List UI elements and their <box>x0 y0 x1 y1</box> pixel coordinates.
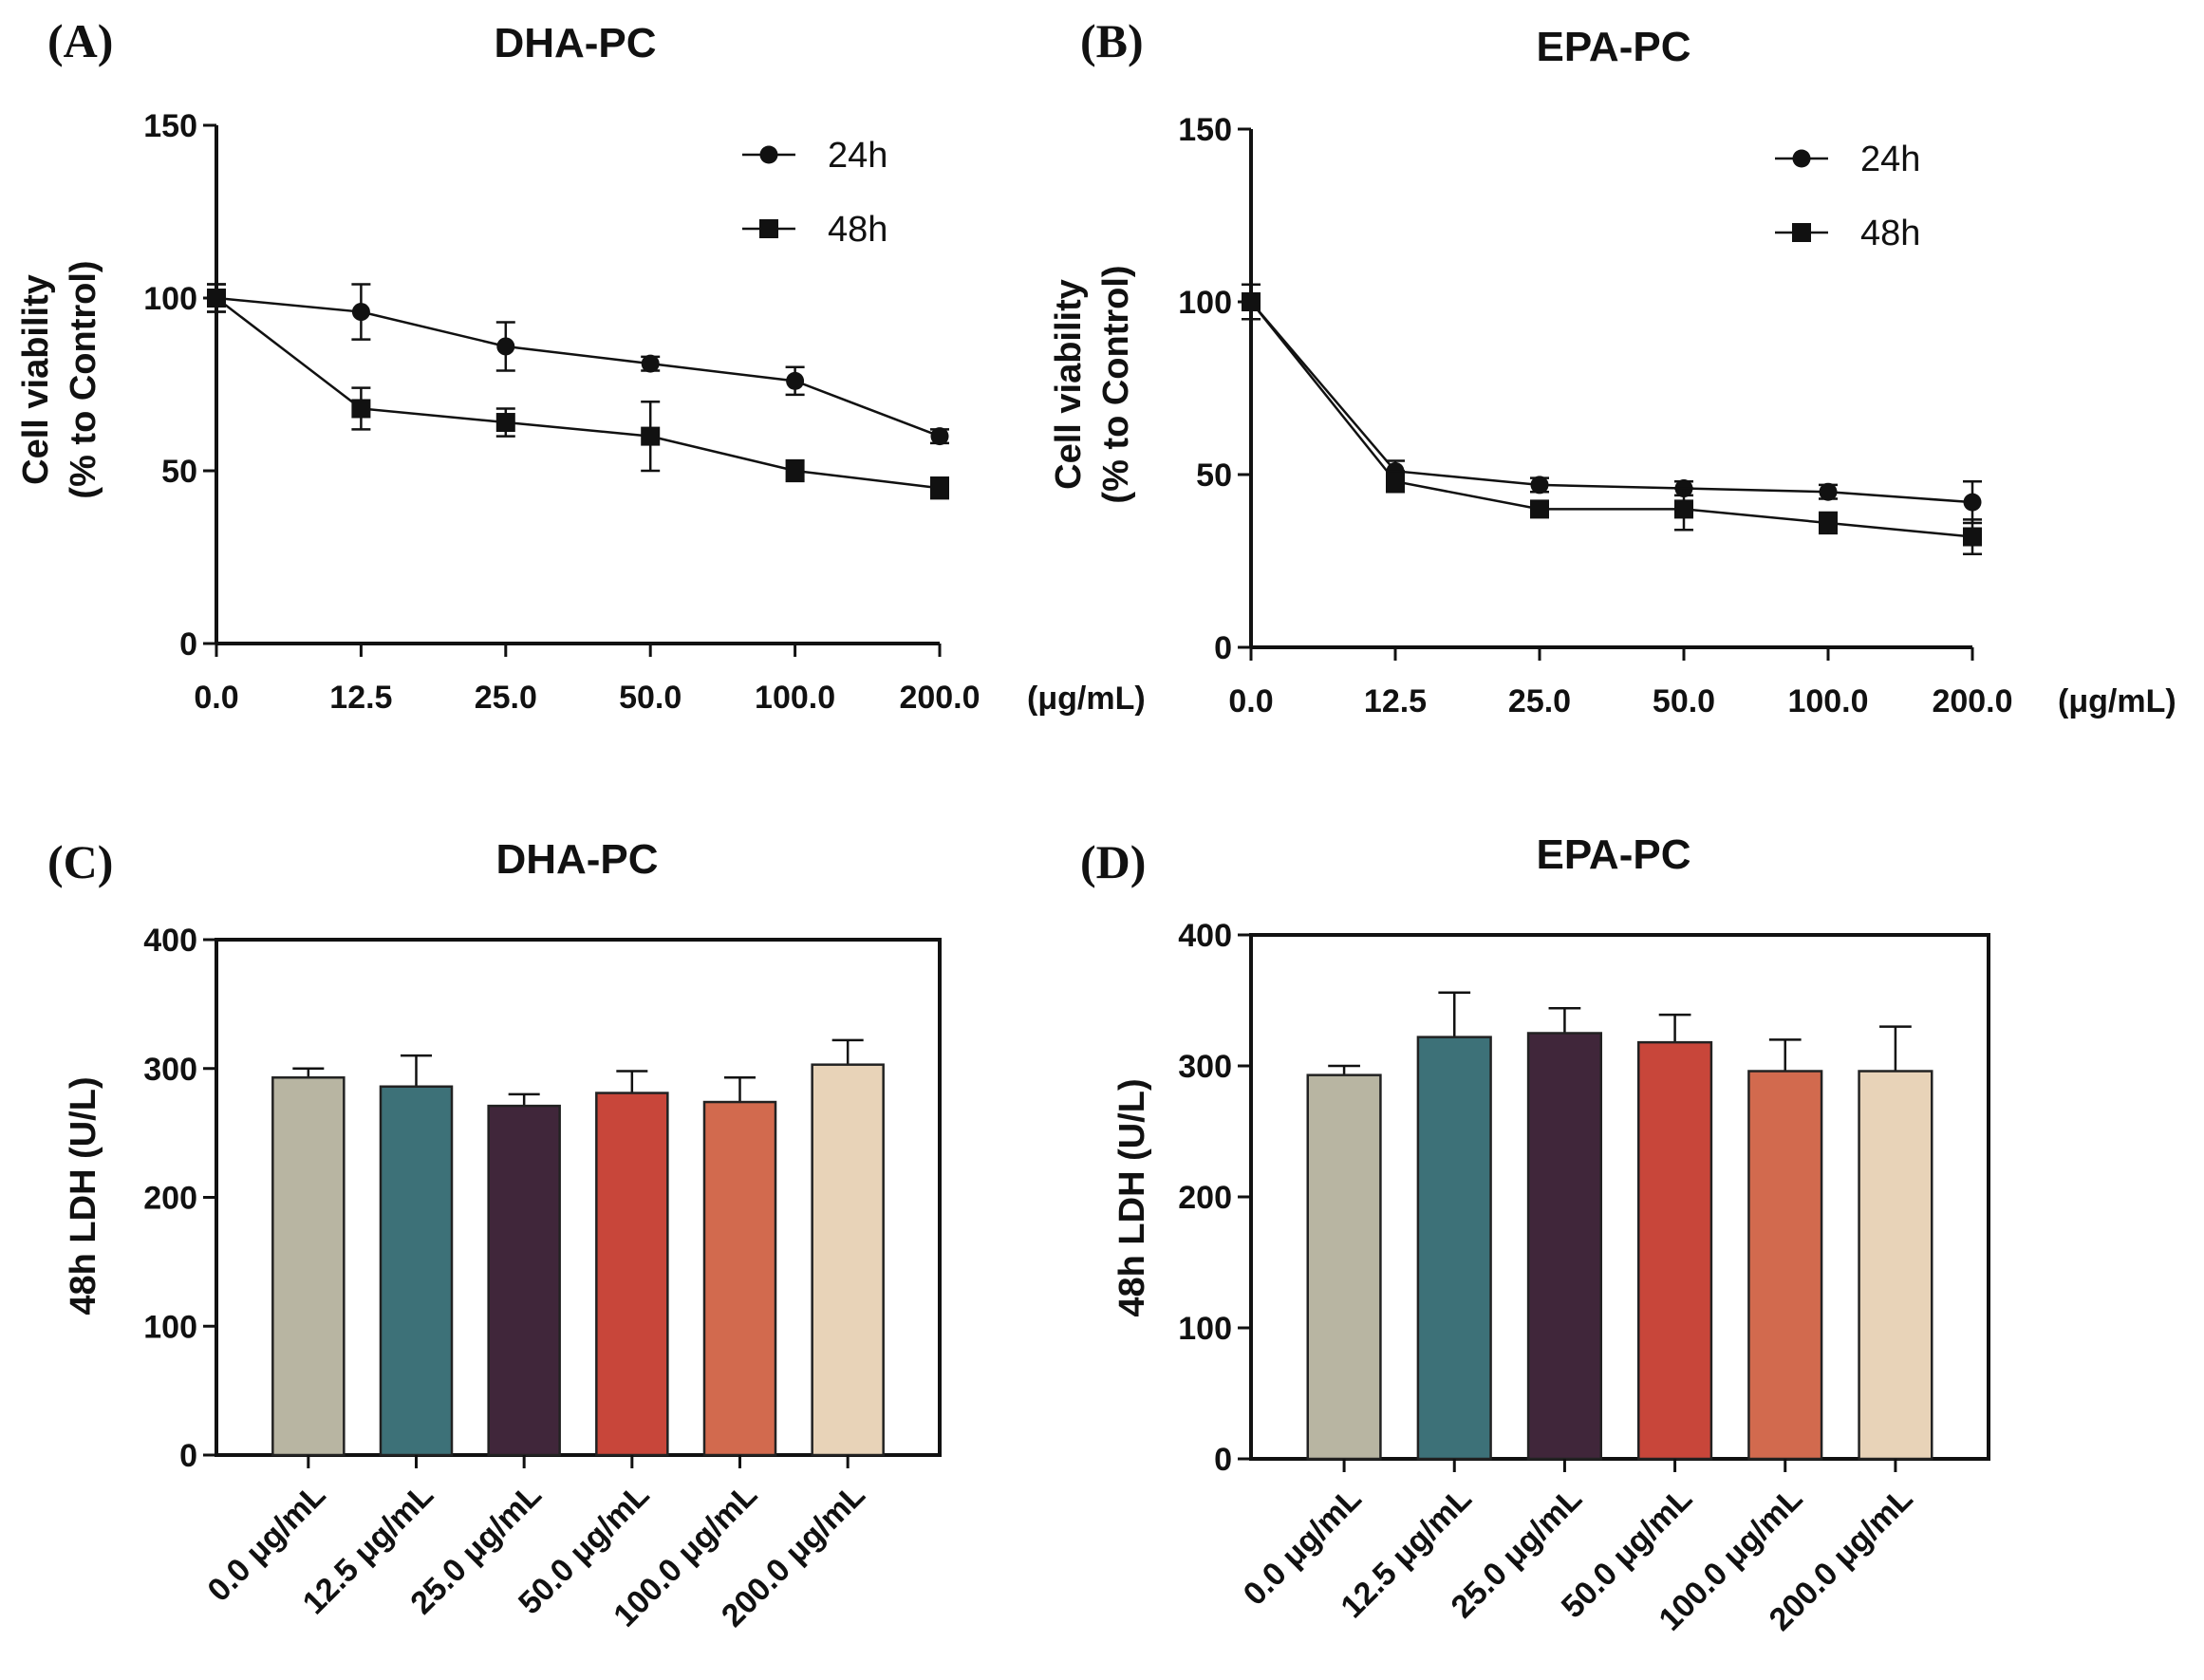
panel-d-ytick-label: 300 <box>1178 1049 1232 1085</box>
panel-b-x-unit: (μg/mL) <box>2058 683 2176 719</box>
panel-a-ytick-label: 50 <box>161 454 197 490</box>
panel-b-ytick-label: 100 <box>1178 285 1232 321</box>
panel-a-series-24h-point <box>786 371 805 390</box>
panel-d-bar <box>1416 1036 1492 1461</box>
panel-c-ytick-label: 0 <box>179 1438 197 1474</box>
panel-b-title: EPA-PC <box>1537 24 1691 70</box>
panel-c-bar <box>811 1063 885 1457</box>
panel-b-legend-label: 24h <box>1860 140 1920 179</box>
panel-a-xtick-label: 25.0 <box>475 680 537 716</box>
panel-b-series-48h-point <box>1530 499 1549 519</box>
panel-a-series-24h-point <box>351 303 370 322</box>
panel-b-series-24h-point <box>1963 493 1982 512</box>
panel-d-ytick-label: 400 <box>1178 918 1232 954</box>
panel-a-xtick-label: 50.0 <box>619 680 682 716</box>
panel-a-xtick-label: 12.5 <box>329 680 392 716</box>
panel-d-ytick-label: 100 <box>1178 1311 1232 1347</box>
panel-a-series-48h-point <box>351 399 371 419</box>
panel-a-ytick-label: 150 <box>143 108 197 144</box>
panel-a-series-24h-point <box>930 427 949 446</box>
panel-c-bar <box>702 1100 777 1457</box>
panel-b-xtick-label: 0.0 <box>1228 683 1273 719</box>
panel-a-series-48h-point <box>641 426 661 446</box>
panel-a-series-24h-point <box>496 337 515 356</box>
panel-c-ylabel: 48h LDH (U/L) <box>64 1076 103 1315</box>
panel-b-xtick-label: 25.0 <box>1508 683 1571 719</box>
panel-b-ytick-label: 0 <box>1214 630 1232 666</box>
panel-c-ytick-label: 100 <box>143 1309 197 1345</box>
panel-c-bar <box>595 1092 669 1457</box>
panel-c-label: (C) <box>47 835 113 888</box>
panel-b-xtick-label: 12.5 <box>1364 683 1427 719</box>
panel-a-legend-label: 48h <box>828 210 887 250</box>
panel-b-series-48h-point <box>1674 499 1693 519</box>
panel-b-label: (B) <box>1080 14 1144 67</box>
panel-a-series-48h-line <box>215 297 941 490</box>
panel-b-xtick-label: 50.0 <box>1653 683 1715 719</box>
panel-d-bar <box>1636 1040 1713 1461</box>
panel-a-legend-label: 24h <box>828 136 887 176</box>
panel-b-series-48h-line <box>1250 301 1973 538</box>
panel-b-legend-marker <box>1792 223 1811 242</box>
panel-a-series-48h-point <box>495 413 515 433</box>
panel-a-ytick-label: 100 <box>143 281 197 317</box>
panel-b-ylabel-line1: Cell viability <box>1049 279 1089 490</box>
panel-b-series-24h-point <box>1819 482 1838 501</box>
panel-c: (C) DHA-PC 48h LDH (U/L) 01002003004000.… <box>47 835 942 1634</box>
panel-b-ytick-label: 150 <box>1178 112 1232 148</box>
panel-d: (D) EPA-PC 48h LDH (U/L) 01002003004000.… <box>1080 831 1990 1638</box>
panel-a-series-24h-point <box>641 354 660 373</box>
panel-a-ytick-label: 0 <box>179 626 197 663</box>
panel-d-bar <box>1306 1073 1382 1461</box>
panel-d-bar <box>1858 1070 1933 1461</box>
panel-b-ylabel-line2: (% to Control) <box>1096 265 1136 503</box>
panel-b-series-48h-point <box>1819 513 1838 532</box>
panel-b-series-48h-point <box>1963 527 1982 547</box>
panel-b-series-24h-line <box>1250 301 1973 504</box>
panel-b-legend-marker <box>1792 149 1811 168</box>
panel-b-series-48h-point <box>1242 292 1261 311</box>
panel-a-title: DHA-PC <box>494 20 656 66</box>
panel-a-xtick-label: 0.0 <box>194 680 238 716</box>
panel-a-legend-marker <box>759 219 778 238</box>
panel-a-ylabel-line2: (% to Control) <box>64 260 103 498</box>
panel-a-series-24h-line <box>215 296 941 438</box>
panel-c-ytick-label: 400 <box>143 923 197 959</box>
panel-d-bar <box>1747 1070 1823 1461</box>
panel-a-xtick-label: 100.0 <box>755 680 835 716</box>
panel-b-xtick-label: 200.0 <box>1932 683 2012 719</box>
panel-b-legend-label: 48h <box>1860 214 1920 253</box>
panel-b-series-48h-point <box>1386 472 1405 492</box>
panel-d-label: (D) <box>1080 835 1146 888</box>
panel-d-title: EPA-PC <box>1537 831 1691 878</box>
panel-a-series-48h-point <box>930 478 949 498</box>
panel-a-xtick-label: 200.0 <box>899 680 980 716</box>
panel-d-ytick-label: 0 <box>1214 1442 1232 1478</box>
panel-b-xtick-label: 100.0 <box>1787 683 1868 719</box>
panel-a-ylabel-line1: Cell viability <box>16 274 56 485</box>
panel-b-series-24h-point <box>1530 476 1549 495</box>
panel-c-bar <box>379 1085 454 1457</box>
panel-d-ylabel: 48h LDH (U/L) <box>1112 1078 1152 1316</box>
panel-a-legend-marker <box>759 145 778 164</box>
panel-c-bar <box>271 1076 346 1457</box>
panel-a: (A) DHA-PC Cell viability (% to Control)… <box>16 14 1146 717</box>
panel-c-bar <box>487 1104 561 1457</box>
panel-a-label: (A) <box>47 14 113 67</box>
panel-d-ytick-label: 200 <box>1178 1180 1232 1216</box>
panel-c-ytick-label: 200 <box>143 1181 197 1217</box>
panel-c-title: DHA-PC <box>495 836 658 883</box>
panel-b-ytick-label: 50 <box>1196 457 1232 494</box>
panel-c-ytick-label: 300 <box>143 1052 197 1088</box>
panel-d-bar <box>1526 1032 1603 1461</box>
panel-a-series-48h-point <box>785 461 805 480</box>
panel-a-series-48h-point <box>207 289 226 308</box>
panel-a-x-unit: (μg/mL) <box>1027 681 1146 717</box>
panel-b: (B) EPA-PC Cell viability (% to Control)… <box>1049 14 2176 719</box>
